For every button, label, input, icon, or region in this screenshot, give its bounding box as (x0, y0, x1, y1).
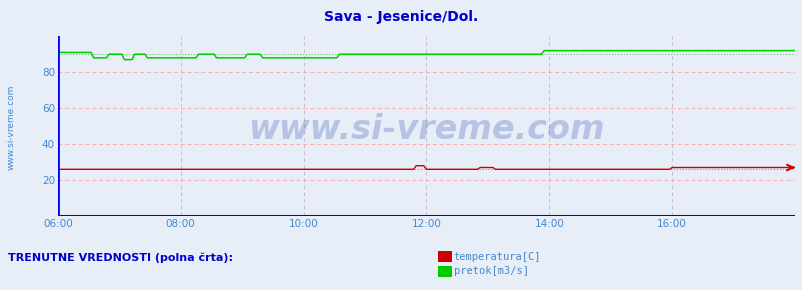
Text: temperatura[C]: temperatura[C] (453, 252, 541, 262)
Text: www.si-vreme.com: www.si-vreme.com (6, 85, 15, 170)
Text: TRENUTNE VREDNOSTI (polna črta):: TRENUTNE VREDNOSTI (polna črta): (8, 252, 233, 263)
Text: www.si-vreme.com: www.si-vreme.com (248, 113, 604, 146)
Bar (437, 266, 452, 277)
Text: pretok[m3/s]: pretok[m3/s] (453, 267, 528, 276)
Bar (437, 251, 452, 262)
Text: Sava - Jesenice/Dol.: Sava - Jesenice/Dol. (324, 10, 478, 24)
